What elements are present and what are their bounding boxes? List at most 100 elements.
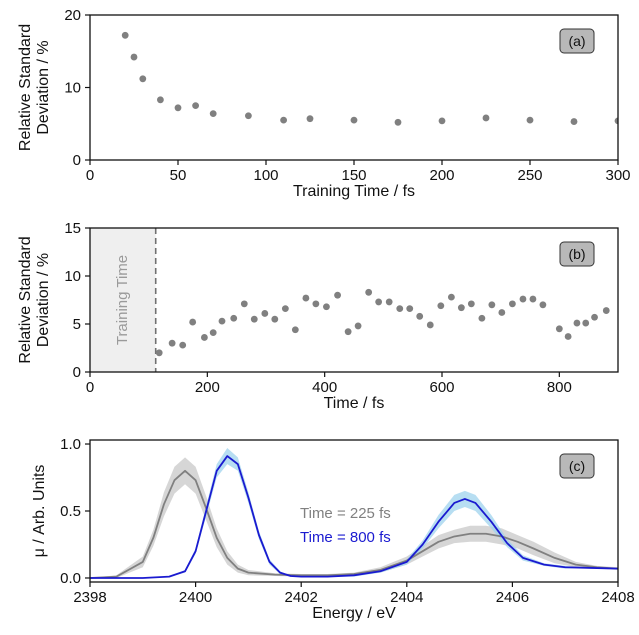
data-point-15: [312, 300, 320, 308]
y-axis-label-line-0: Relative Standard: [17, 24, 34, 151]
x-tick-label-1: 2400: [179, 589, 212, 606]
panel-tag-label: (c): [569, 458, 585, 474]
x-tick-label-4: 800: [547, 379, 572, 396]
data-point-17: [334, 291, 341, 299]
plot-area: [121, 31, 618, 126]
data-point-42: [591, 313, 598, 321]
series-line-1: [90, 455, 618, 579]
data-point-3: [157, 96, 164, 104]
data-point-41: [582, 319, 590, 327]
data-point-38: [555, 325, 563, 333]
x-tick-label-6: 300: [605, 167, 630, 184]
panel-tag-box: [559, 241, 595, 267]
x-tick-label-0: 0: [86, 167, 94, 184]
x-tick-label-0: 0: [86, 379, 94, 396]
data-point-21: [375, 298, 383, 306]
panel-tag-label: (a): [568, 33, 585, 49]
axes-frame: [89, 227, 619, 373]
data-point-5: [192, 102, 200, 110]
data-point-1: [168, 339, 176, 347]
data-point-8: [240, 300, 248, 308]
data-point-5: [209, 329, 217, 337]
x-tick-label-1: 200: [195, 379, 220, 396]
data-point-9: [306, 115, 314, 123]
training-time-label: Training Time: [114, 255, 131, 345]
data-point-1: [130, 53, 138, 61]
x-tick-label-3: 600: [429, 379, 454, 396]
y-tick-label-1: 0.5: [60, 503, 81, 520]
y-tick-label-1: 5: [73, 316, 81, 333]
y-axis-label-line-1: Deviation / %: [35, 253, 52, 347]
data-point-11: [394, 118, 402, 126]
x-tick-label-5: 250: [517, 167, 542, 184]
data-point-12: [281, 305, 289, 313]
legend-entry-0: Time = 225 fs: [300, 505, 391, 522]
training-time-region: [90, 228, 156, 372]
panel-a: 0 50 100 150 200 250 300 0 10 20 Training Time / f…: [17, 7, 631, 200]
data-point-9: [250, 315, 258, 323]
plot-area: [90, 448, 618, 579]
data-point-39: [564, 333, 572, 340]
data-point-16: [614, 117, 618, 125]
y-tick-label-1: 10: [64, 80, 81, 97]
x-tick-label-5: 2408: [601, 589, 634, 606]
x-tick-label-1: 50: [170, 167, 187, 184]
data-point-31: [478, 314, 486, 322]
data-point-19: [354, 322, 362, 330]
data-point-3: [189, 318, 197, 326]
x-axis-label: Energy / eV: [312, 605, 396, 622]
data-point-10: [350, 116, 358, 124]
data-point-23: [396, 305, 404, 313]
data-point-40: [573, 319, 581, 327]
data-point-28: [447, 293, 455, 301]
panel-b: Training Time 0 200 400 600 800 0 5 10 15 Time / f…: [17, 220, 619, 412]
data-point-35: [519, 295, 527, 303]
x-tick-label-4: 2406: [496, 589, 529, 606]
data-point-11: [271, 315, 279, 323]
data-point-43: [602, 307, 610, 314]
panel-c: Time = 225 fs Time = 800 fs 2398 2400 2402 24…: [31, 436, 635, 622]
y-axis-label-line-1: Deviation / %: [35, 40, 52, 134]
data-point-15: [570, 118, 578, 125]
data-point-2: [179, 341, 187, 349]
x-tick-label-2: 2402: [285, 589, 318, 606]
data-point-7: [230, 314, 238, 322]
y-axis-label-line-0: Relative Standard: [17, 236, 34, 363]
data-point-0: [121, 31, 129, 39]
y-tick-label-0: 0: [73, 152, 81, 169]
panel-tag-box: [559, 28, 595, 54]
y-axis-label: Relative StandardDeviation / %: [17, 236, 52, 363]
data-point-6: [209, 110, 217, 117]
data-point-13: [291, 326, 299, 334]
y-axis-label: μ / Arb. Units: [31, 465, 48, 558]
data-point-4: [201, 334, 208, 341]
y-tick-label-2: 20: [64, 7, 81, 24]
y-tick-label-0: 0: [73, 364, 81, 381]
data-point-8: [280, 116, 287, 124]
data-point-0: [155, 349, 163, 357]
y-tick-label-3: 15: [64, 220, 81, 237]
data-point-37: [539, 301, 547, 309]
data-point-24: [406, 305, 414, 313]
data-point-20: [365, 288, 373, 296]
data-point-16: [323, 303, 330, 311]
x-tick-label-2: 100: [253, 167, 278, 184]
panel-tag-box: [559, 453, 595, 479]
data-point-27: [437, 302, 445, 310]
data-point-33: [498, 309, 506, 316]
y-axis-label: Relative StandardDeviation / %: [17, 24, 52, 151]
x-tick-label-2: 400: [312, 379, 337, 396]
x-axis-label: Training Time / fs: [293, 183, 415, 200]
legend-entry-1: Time = 800 fs: [300, 529, 391, 546]
x-tick-label-4: 200: [429, 167, 454, 184]
data-point-26: [426, 321, 434, 329]
data-point-29: [457, 304, 465, 312]
y-tick-label-2: 10: [64, 268, 81, 285]
data-point-25: [416, 312, 424, 320]
data-point-22: [385, 298, 393, 306]
data-point-18: [344, 328, 352, 336]
data-point-14: [526, 116, 534, 124]
data-point-4: [174, 104, 182, 112]
data-point-36: [529, 295, 537, 303]
